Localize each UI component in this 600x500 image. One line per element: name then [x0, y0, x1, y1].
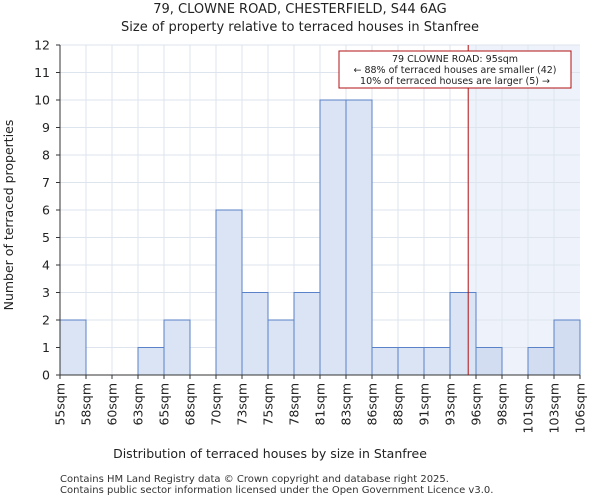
- y-tick-label: 8: [42, 148, 50, 163]
- x-tick-label: 88sqm: [391, 383, 406, 426]
- bar-75sqm: [267, 319, 295, 376]
- y-tick-label: 1: [42, 340, 50, 355]
- bar-103sqm: [553, 319, 581, 376]
- y-axis-label: Number of terraced properties: [1, 120, 16, 311]
- x-tick-label: 81sqm: [313, 383, 328, 426]
- bar-93sqm: [449, 292, 477, 376]
- y-tick-label: 10: [34, 93, 50, 108]
- chart-title: 79, CLOWNE ROAD, CHESTERFIELD, S44 6AG: [153, 2, 447, 17]
- x-tick-label: 93sqm: [443, 383, 458, 426]
- x-tick-label: 65sqm: [157, 383, 172, 426]
- annotation-line-3: 10% of terraced houses are larger (5) →: [360, 76, 550, 87]
- annotation-line-2: ← 88% of terraced houses are smaller (42…: [353, 65, 556, 76]
- bar-101sqm: [527, 347, 555, 376]
- x-tick-label: 96sqm: [469, 383, 484, 426]
- x-tick-label: 75sqm: [261, 383, 276, 426]
- bar-83sqm: [345, 99, 373, 376]
- x-tick-label: 91sqm: [417, 383, 432, 426]
- x-tick-label: 58sqm: [79, 383, 94, 426]
- x-tick-label: 103sqm: [547, 383, 562, 433]
- x-tick-label: 68sqm: [183, 383, 198, 426]
- annotation-box: 79 CLOWNE ROAD: 95sqm ← 88% of terraced …: [338, 50, 572, 89]
- x-tick-label: 60sqm: [105, 383, 120, 426]
- y-tick-label: 2: [42, 313, 50, 328]
- y-tick-label: 12: [34, 38, 50, 53]
- x-tick-label: 98sqm: [495, 383, 510, 426]
- x-tick-label: 106sqm: [573, 383, 588, 433]
- y-tick-label: 9: [42, 120, 50, 135]
- x-tick-label: 63sqm: [131, 383, 146, 426]
- x-tick-label: 73sqm: [235, 383, 250, 426]
- x-tick-label: 83sqm: [339, 383, 354, 426]
- bar-73sqm: [241, 292, 269, 376]
- chart-subtitle: Size of property relative to terraced ho…: [121, 20, 479, 35]
- x-tick-label: 86sqm: [365, 383, 380, 426]
- bar-86sqm: [371, 347, 399, 376]
- bar-55sqm: [59, 319, 87, 376]
- y-tick-label: 7: [42, 175, 50, 190]
- bar-63sqm: [137, 347, 165, 376]
- bar-78sqm: [293, 292, 321, 376]
- x-tick-label: 101sqm: [521, 383, 536, 433]
- x-tick-label: 78sqm: [287, 383, 302, 426]
- y-tick-label: 11: [34, 65, 50, 80]
- y-tick-label: 6: [42, 203, 50, 218]
- footer-line-2: Contains public sector information licen…: [60, 485, 494, 496]
- y-tick-label: 5: [42, 230, 50, 245]
- bar-88sqm: [397, 347, 425, 376]
- annotation-line-1: 79 CLOWNE ROAD: 95sqm: [392, 54, 518, 65]
- footer-line-1: Contains HM Land Registry data © Crown c…: [60, 474, 449, 485]
- bar-81sqm: [319, 99, 347, 376]
- y-tick-label: 4: [42, 258, 50, 273]
- bar-91sqm: [423, 347, 451, 376]
- x-tick-label: 70sqm: [209, 383, 224, 426]
- x-axis-label: Distribution of terraced houses by size …: [113, 446, 427, 461]
- y-tick-label: 3: [42, 285, 50, 300]
- bar-96sqm: [475, 347, 503, 376]
- bar-65sqm: [163, 319, 191, 376]
- x-tick-label: 55sqm: [53, 383, 68, 426]
- y-tick-label: 0: [42, 368, 50, 383]
- bar-70sqm: [215, 209, 243, 376]
